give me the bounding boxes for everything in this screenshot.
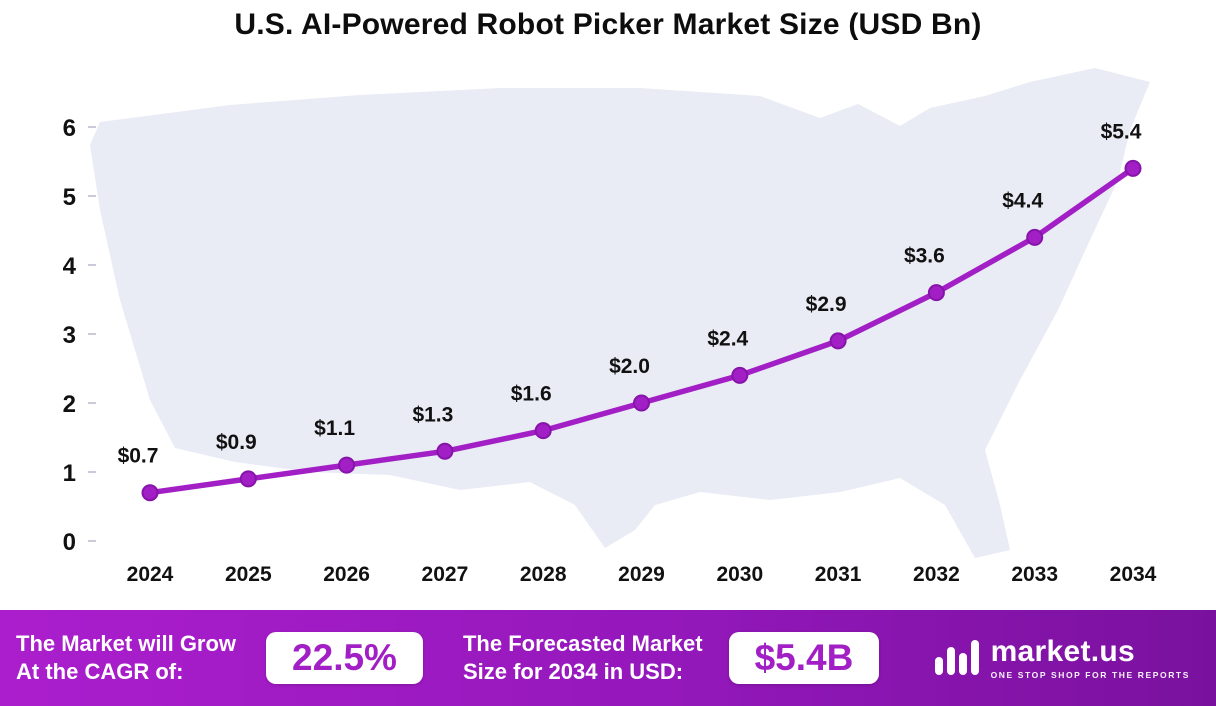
data-point (1124, 159, 1142, 177)
x-axis-label: 2024 (127, 563, 174, 586)
x-axis-label: 2030 (716, 563, 763, 586)
forecast-label-line1: The Forecasted Market (462, 630, 703, 656)
data-point (829, 332, 847, 350)
data-point-label: $5.4 (1101, 120, 1142, 143)
y-axis-label: 4 (63, 253, 77, 280)
stats-banner: The Market will Grow At the CAGR of: 22.… (0, 610, 1216, 706)
data-point-label: $2.4 (707, 327, 748, 350)
data-point (731, 366, 749, 384)
data-point (534, 422, 552, 440)
data-point (633, 394, 650, 412)
data-point (927, 284, 945, 302)
data-point (141, 484, 159, 502)
data-point (239, 470, 257, 488)
cagr-value-badge: 22.5% (266, 632, 423, 684)
brand-tagline: ONE STOP SHOP FOR THE REPORTS (990, 669, 1190, 680)
y-axis-label: 1 (63, 460, 76, 487)
brand-name: market.us (990, 634, 1136, 668)
data-point (338, 456, 356, 474)
chart-title: U.S. AI-Powered Robot Picker Market Size… (234, 8, 982, 41)
data-point-label: $2.9 (806, 293, 847, 316)
market-us-logo-icon (934, 640, 979, 675)
x-axis-label: 2032 (913, 563, 960, 586)
forecast-label-line2: Size for 2034 in USD: (462, 659, 684, 684)
x-axis-label: 2025 (225, 563, 272, 586)
data-point-label: $1.3 (412, 403, 453, 426)
data-point-label: $0.7 (118, 445, 159, 468)
data-point (1026, 228, 1044, 246)
x-axis-label: 2033 (1011, 563, 1058, 586)
y-axis-label: 3 (63, 322, 76, 349)
chart-canvas: 0 1 2 3 4 5 6 2024 2025 2026 2027 2028 2029 2030 2031 2… (63, 68, 1157, 586)
x-axis-label: 2029 (618, 563, 665, 586)
cagr-label-line1: The Market will Grow (16, 630, 237, 656)
data-point (436, 442, 454, 460)
y-axis-label: 5 (63, 184, 76, 211)
x-axis-label: 2031 (815, 563, 862, 586)
x-axis-label: 2027 (422, 563, 469, 586)
x-axis-label: 2028 (520, 563, 567, 586)
y-axis-label: 2 (63, 391, 76, 418)
us-map-silhouette (90, 68, 1150, 558)
cagr-label: The Market will Grow At the CAGR of: (16, 630, 236, 686)
forecast-value: $5.4B (754, 637, 854, 678)
data-point-label: $0.9 (216, 431, 257, 454)
data-point-label: $3.6 (904, 245, 945, 268)
forecast-value-badge: $5.4B (728, 632, 880, 684)
x-axis-label: 2026 (323, 563, 370, 586)
market-us-logo: market.us ONE STOP SHOP FOR THE REPORTS (933, 635, 1190, 681)
data-point-label: $1.6 (511, 383, 552, 406)
y-axis-label: 0 (63, 529, 76, 556)
cagr-label-line2: At the CAGR of: (16, 659, 184, 684)
cagr-value: 22.5% (292, 637, 397, 678)
brand-text: market.us ONE STOP SHOP FOR THE REPORTS (990, 634, 1190, 680)
y-axis-label: 6 (63, 115, 76, 142)
x-axis-label: 2034 (1110, 563, 1157, 586)
data-point-label: $4.4 (1002, 189, 1043, 212)
forecast-label: The Forecasted Market Size for 2034 in U… (463, 630, 703, 686)
data-point-label: $2.0 (609, 355, 650, 378)
data-point-label: $1.1 (314, 417, 355, 440)
